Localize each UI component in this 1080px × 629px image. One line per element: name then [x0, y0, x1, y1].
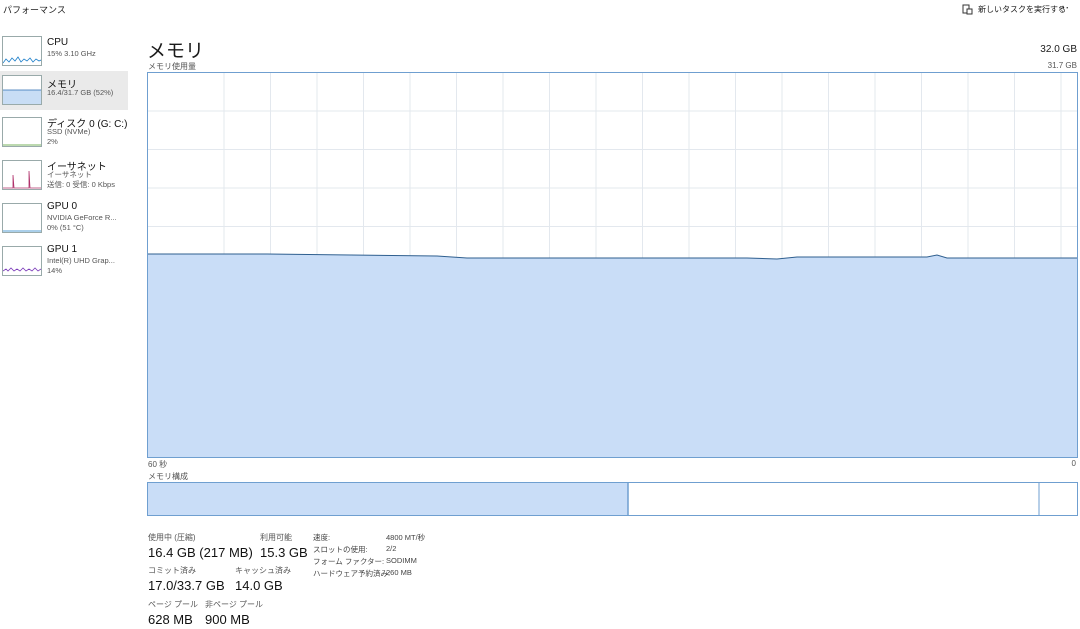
property-value: 4800 MT/秒	[386, 533, 426, 542]
nav-name: GPU 1	[47, 244, 78, 255]
stat-label: キャッシュ済み	[235, 566, 291, 575]
nav-detail: 0% (51 °C)	[47, 223, 84, 232]
gpu0-thumbnail	[2, 203, 42, 233]
usage-area	[148, 254, 1077, 457]
nav-detail: 2%	[47, 137, 58, 146]
nav-detail: 送信: 0 受信: 0 Kbps	[47, 180, 115, 189]
composition-bar	[147, 482, 1078, 516]
memory-usage-graph	[147, 72, 1078, 458]
graph-label: メモリ使用量	[148, 62, 196, 71]
property-value: 260 MB	[386, 568, 412, 577]
nav-name: CPU	[47, 37, 69, 48]
time-start: 60 秒	[148, 460, 168, 469]
property-label: フォーム ファクター:	[313, 557, 385, 566]
stat-label: 利用可能	[260, 533, 292, 542]
stat-value: 17.0/33.7 GB	[148, 578, 225, 593]
nav-detail: 15% 3.10 GHz	[47, 49, 96, 58]
stat-label: 使用中 (圧縮)	[148, 533, 196, 542]
property-label: スロットの使用:	[313, 545, 368, 554]
page-title: パフォーマンス	[3, 5, 66, 15]
time-end: 0	[1071, 459, 1076, 468]
nav-name: ディスク 0 (G: C:)	[47, 119, 128, 130]
more-button[interactable]: ⋯	[1058, 2, 1069, 14]
property-label: 速度:	[313, 533, 331, 542]
stat-value: 900 MB	[205, 612, 250, 627]
nav-name: イーサネット	[47, 162, 107, 173]
stat-value: 628 MB	[148, 612, 193, 627]
composition-label: メモリ構成	[148, 472, 188, 481]
nav-detail: Intel(R) UHD Grap...	[47, 256, 115, 265]
nav-name: GPU 0	[47, 201, 78, 212]
property-label: ハードウェア予約済み:	[313, 569, 391, 578]
section-title: メモリ	[147, 41, 205, 62]
nav-detail: SSD (NVMe)	[47, 127, 91, 136]
nav-detail: 16.4/31.7 GB (52%)	[47, 88, 114, 97]
stat-value: 16.4 GB (217 MB)	[148, 545, 253, 560]
stat-value: 15.3 GB	[260, 545, 308, 560]
stat-value: 14.0 GB	[235, 578, 283, 593]
stat-label: 非ページ プール	[205, 600, 264, 609]
property-value: SODIMM	[386, 556, 417, 565]
nav-detail: 14%	[47, 266, 63, 275]
run-task-button[interactable]: 新しいタスクを実行する	[978, 5, 1066, 14]
disk-thumbnail	[2, 117, 42, 147]
nav-name: メモリ	[47, 80, 77, 91]
nav-detail: イーサネット	[47, 170, 92, 179]
stat-label: コミット済み	[148, 566, 196, 575]
composition-in-use	[148, 483, 628, 515]
stat-label: ページ プール	[148, 600, 199, 609]
nav-detail: NVIDIA GeForce R...	[47, 213, 117, 222]
property-value: 2/2	[386, 544, 397, 553]
run-task-icon[interactable]	[962, 4, 973, 15]
graph-max: 31.7 GB	[1047, 61, 1077, 70]
graph-border	[147, 72, 1078, 458]
gpu1-thumbnail	[2, 246, 42, 276]
usage-line	[148, 253, 1077, 260]
memory-thumbnail	[2, 75, 42, 105]
ethernet-thumbnail	[2, 160, 42, 190]
capacity: 32.0 GB	[1040, 44, 1077, 55]
cpu-thumbnail	[2, 36, 42, 66]
